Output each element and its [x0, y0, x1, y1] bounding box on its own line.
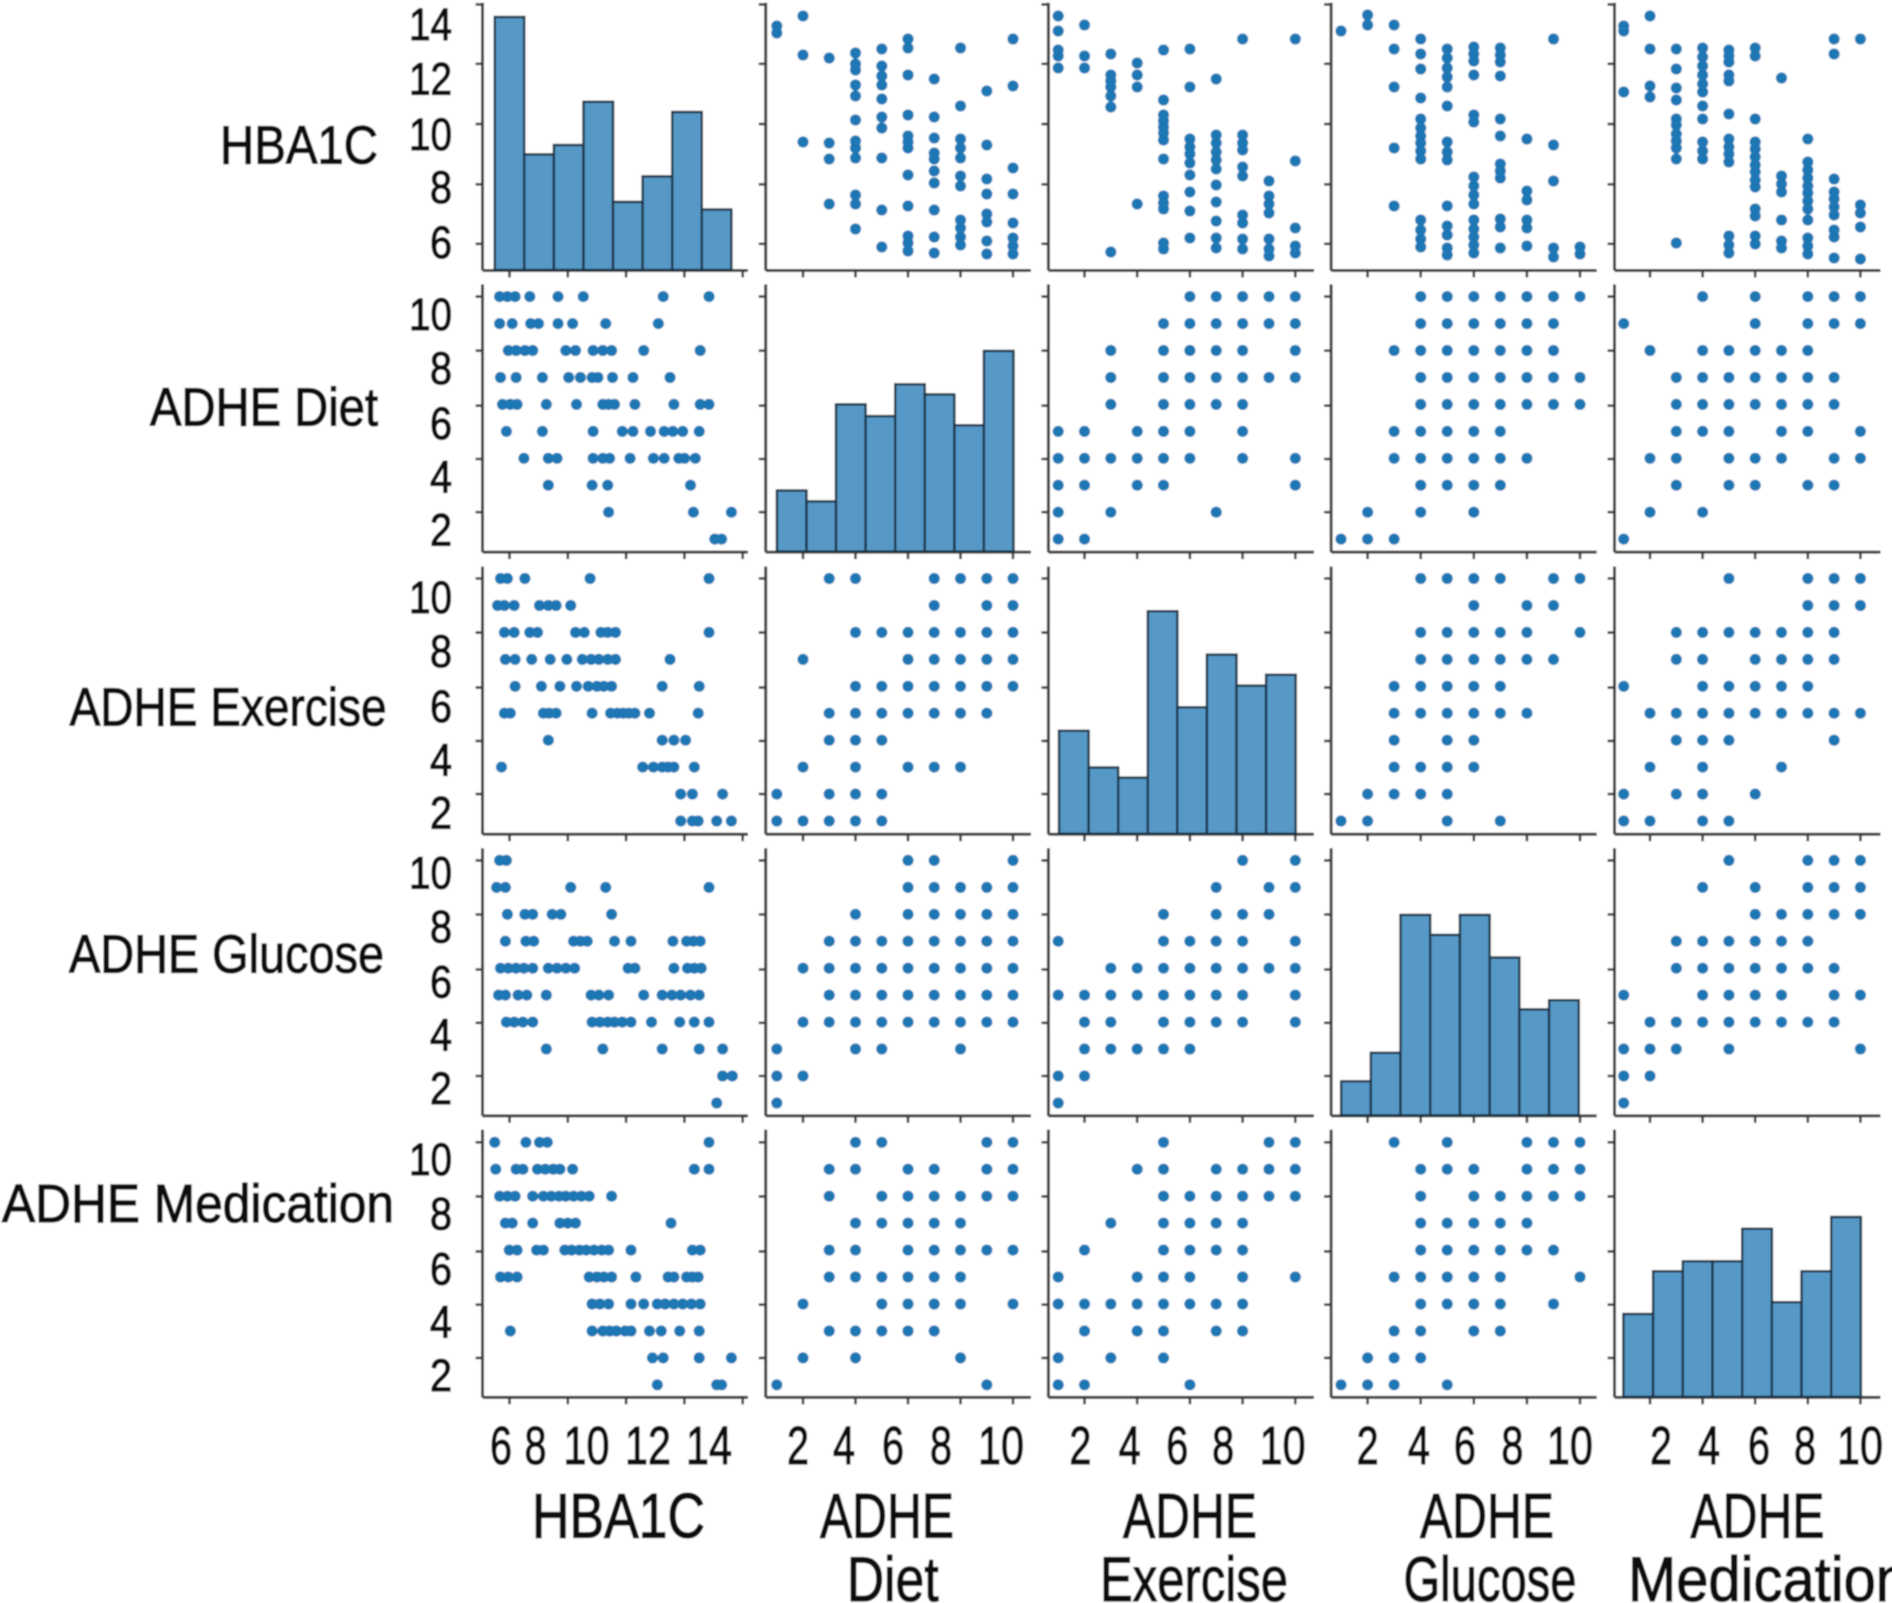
svg-text:4: 4	[430, 1010, 452, 1061]
svg-text:2: 2	[787, 1416, 809, 1476]
svg-text:8: 8	[430, 901, 452, 952]
svg-text:4: 4	[430, 1297, 452, 1348]
svg-text:8: 8	[430, 1188, 452, 1239]
svg-text:8: 8	[1794, 1416, 1816, 1476]
svg-text:2: 2	[430, 788, 452, 839]
svg-text:2: 2	[1650, 1416, 1672, 1476]
svg-text:2: 2	[1069, 1416, 1091, 1476]
svg-text:12: 12	[409, 54, 452, 105]
svg-text:14: 14	[686, 1416, 732, 1476]
svg-text:6: 6	[1166, 1416, 1188, 1476]
svg-text:ADHE: ADHE	[1123, 1482, 1257, 1552]
svg-text:6: 6	[430, 217, 452, 268]
svg-text:12: 12	[625, 1416, 671, 1476]
svg-text:6: 6	[430, 956, 452, 1007]
svg-text:10: 10	[409, 847, 452, 898]
svg-text:6: 6	[1748, 1416, 1770, 1476]
svg-text:8: 8	[930, 1416, 952, 1476]
svg-text:ADHE Exercise: ADHE Exercise	[70, 678, 387, 738]
svg-text:4: 4	[1408, 1416, 1430, 1476]
svg-text:8: 8	[430, 162, 452, 213]
svg-text:2: 2	[1357, 1416, 1379, 1476]
svg-text:10: 10	[564, 1416, 610, 1476]
svg-text:2: 2	[430, 1063, 452, 1114]
svg-text:10: 10	[1260, 1416, 1306, 1476]
svg-text:ADHE Diet: ADHE Diet	[150, 378, 378, 438]
svg-text:10: 10	[978, 1416, 1024, 1476]
svg-text:4: 4	[833, 1416, 855, 1476]
svg-text:8: 8	[1501, 1416, 1523, 1476]
svg-text:10: 10	[409, 109, 452, 160]
svg-text:ADHE Medication: ADHE Medication	[2, 1174, 394, 1234]
svg-text:HBA1C: HBA1C	[532, 1482, 705, 1552]
svg-text:10: 10	[1547, 1416, 1593, 1476]
svg-text:Medication: Medication	[1628, 1545, 1892, 1603]
svg-text:14: 14	[409, 0, 452, 50]
svg-text:4: 4	[1119, 1416, 1141, 1476]
svg-text:4: 4	[430, 451, 452, 502]
svg-text:Exercise: Exercise	[1100, 1545, 1288, 1603]
svg-text:10: 10	[409, 572, 452, 623]
svg-text:4: 4	[1698, 1416, 1720, 1476]
svg-text:8: 8	[430, 343, 452, 394]
svg-text:8: 8	[525, 1416, 547, 1476]
svg-text:ADHE: ADHE	[1420, 1482, 1554, 1552]
svg-text:6: 6	[430, 681, 452, 732]
svg-text:6: 6	[882, 1416, 904, 1476]
svg-text:2: 2	[430, 1350, 452, 1401]
svg-text:8: 8	[1212, 1416, 1234, 1476]
svg-text:ADHE Glucose: ADHE Glucose	[69, 925, 384, 985]
svg-text:Glucose: Glucose	[1404, 1545, 1577, 1603]
svg-text:8: 8	[430, 626, 452, 677]
svg-text:6: 6	[1454, 1416, 1476, 1476]
svg-text:6: 6	[490, 1416, 512, 1476]
svg-text:Diet: Diet	[847, 1545, 939, 1603]
svg-text:10: 10	[409, 289, 452, 340]
svg-text:ADHE: ADHE	[820, 1482, 954, 1552]
svg-text:6: 6	[430, 398, 452, 449]
svg-text:10: 10	[1837, 1416, 1883, 1476]
svg-text:HBA1C: HBA1C	[220, 116, 378, 176]
svg-text:10: 10	[409, 1134, 452, 1185]
svg-text:6: 6	[430, 1243, 452, 1294]
svg-text:4: 4	[430, 734, 452, 785]
svg-text:ADHE: ADHE	[1691, 1482, 1825, 1552]
svg-text:2: 2	[430, 505, 452, 556]
